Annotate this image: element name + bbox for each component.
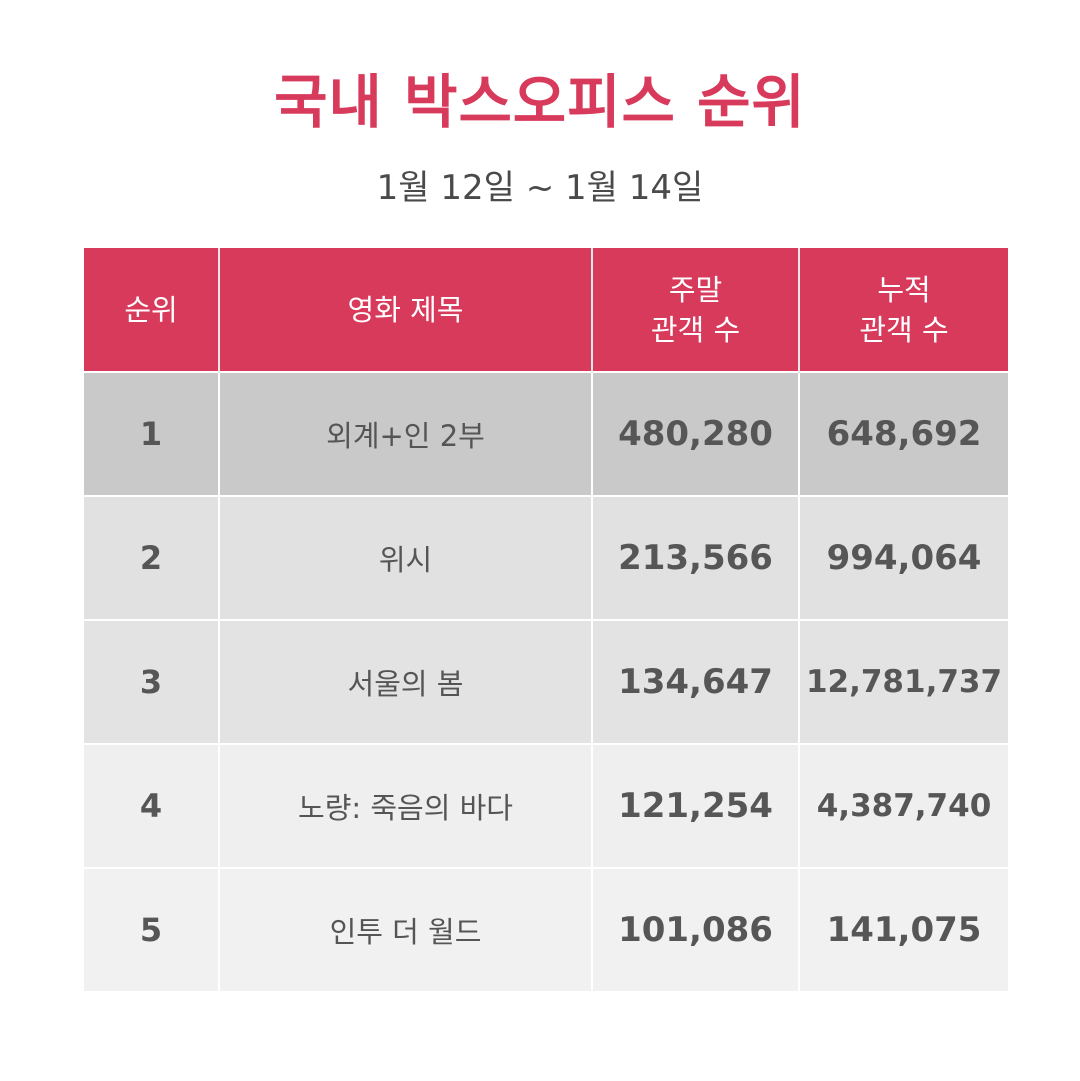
rank-cell: 4 <box>84 743 219 868</box>
weekend-audience-cell: 101,086 <box>591 867 799 991</box>
weekend-audience-cell: 213,566 <box>591 495 799 620</box>
movie-title-cell: 위시 <box>218 495 592 620</box>
header-total-line2: 관객 수 <box>859 312 949 347</box>
header-movie-title: 영화 제목 <box>218 248 592 372</box>
box-office-table: 순위 영화 제목 주말 관객 수 누적 관객 수 1 외계+인 2부 480,2… <box>84 248 1008 991</box>
header-weekend-line2: 관객 수 <box>650 312 741 347</box>
date-range: 1월 12일 ~ 1월 14일 <box>376 168 704 208</box>
table-row: 4 노량: 죽음의 바다 121,254 4,387,740 <box>84 743 1008 868</box>
table-row: 1 외계+인 2부 480,280 648,692 <box>84 371 1008 496</box>
table-row: 2 위시 213,566 994,064 <box>84 495 1008 620</box>
total-audience-cell: 994,064 <box>798 495 1008 620</box>
header-total-line1: 누적 <box>877 272 931 307</box>
table-header-row: 순위 영화 제목 주말 관객 수 누적 관객 수 <box>84 248 1008 372</box>
weekend-audience-cell: 121,254 <box>591 743 799 868</box>
header-total-audience: 누적 관객 수 <box>798 248 1008 372</box>
movie-title-cell: 노량: 죽음의 바다 <box>218 743 592 868</box>
header-weekend-line1: 주말 <box>668 272 723 307</box>
weekend-audience-cell: 480,280 <box>591 371 799 496</box>
header-rank-label: 순위 <box>124 292 178 327</box>
movie-title-cell: 외계+인 2부 <box>218 371 592 496</box>
weekend-audience-cell: 134,647 <box>591 619 799 744</box>
table-row: 3 서울의 봄 134,647 12,781,737 <box>84 619 1008 744</box>
total-audience-cell: 648,692 <box>798 371 1008 496</box>
total-audience-cell: 4,387,740 <box>798 743 1008 868</box>
rank-cell: 1 <box>84 371 219 496</box>
header-movie-title-label: 영화 제목 <box>347 292 464 327</box>
movie-title-cell: 서울의 봄 <box>218 619 592 744</box>
table-row: 5 인투 더 월드 101,086 141,075 <box>84 867 1008 991</box>
page-title: 국내 박스오피스 순위 <box>274 68 806 136</box>
rank-cell: 3 <box>84 619 219 744</box>
total-audience-cell: 141,075 <box>798 867 1008 991</box>
rank-cell: 5 <box>84 867 219 991</box>
rank-cell: 2 <box>84 495 219 620</box>
total-audience-cell: 12,781,737 <box>798 619 1008 744</box>
header-rank: 순위 <box>84 248 219 372</box>
movie-title-cell: 인투 더 월드 <box>218 867 592 991</box>
header-weekend-audience: 주말 관객 수 <box>591 248 799 372</box>
